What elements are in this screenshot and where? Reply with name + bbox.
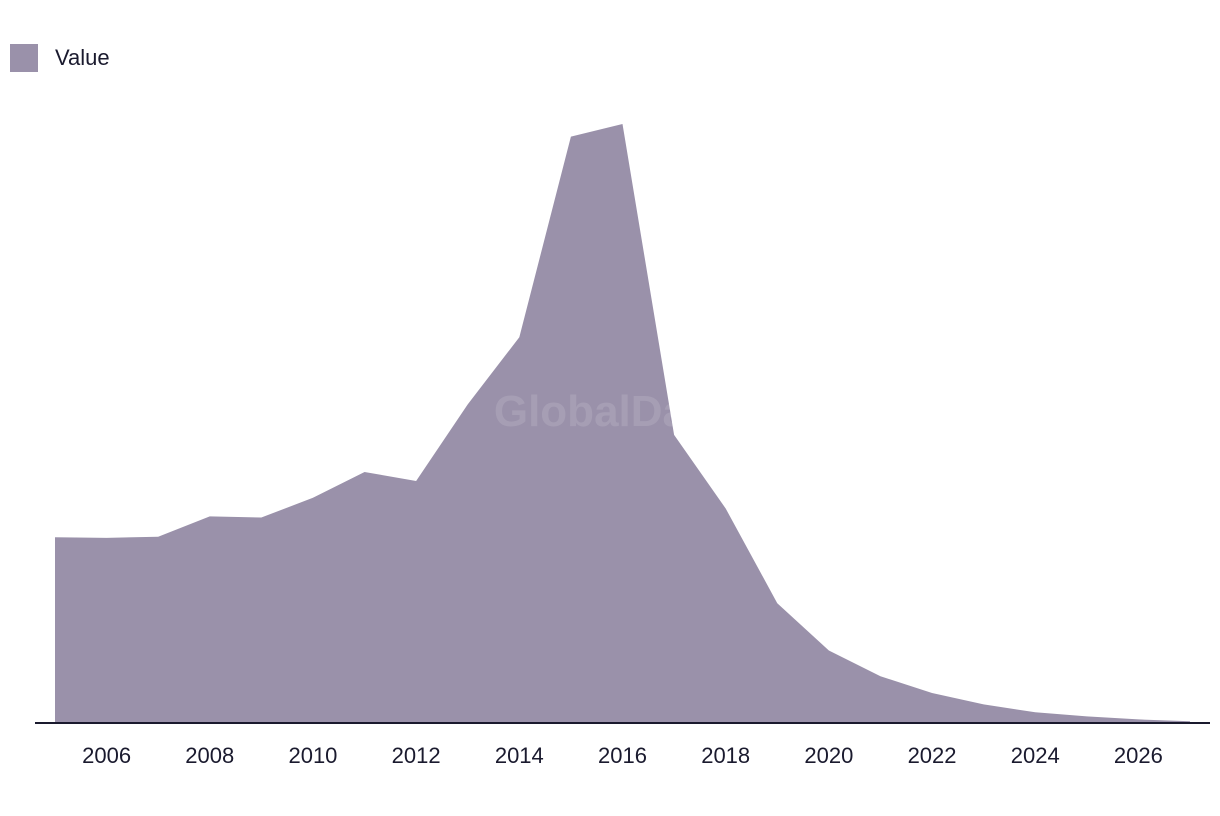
x-tick-label: 2006 — [82, 743, 131, 768]
x-tick-label: 2010 — [288, 743, 337, 768]
legend: Value — [10, 44, 110, 72]
legend-label: Value — [55, 45, 110, 70]
x-tick-label: 2008 — [185, 743, 234, 768]
x-tick-label: 2018 — [701, 743, 750, 768]
x-tick-label: 2020 — [804, 743, 853, 768]
area-layer — [55, 124, 1190, 723]
x-tick-label: 2012 — [392, 743, 441, 768]
series-area-value — [55, 124, 1190, 723]
x-tick-label: 2014 — [495, 743, 544, 768]
x-tick-label: 2022 — [908, 743, 957, 768]
legend-swatch — [10, 44, 38, 72]
x-axis-ticks: 2006 2008 2010 2012 2014 2016 2018 2020 2022 2024… — [82, 743, 1163, 768]
watermark: GlobalData — [494, 387, 727, 436]
x-tick-label: 2026 — [1114, 743, 1163, 768]
x-tick-label: 2024 — [1011, 743, 1060, 768]
x-tick-label: 2016 — [598, 743, 647, 768]
